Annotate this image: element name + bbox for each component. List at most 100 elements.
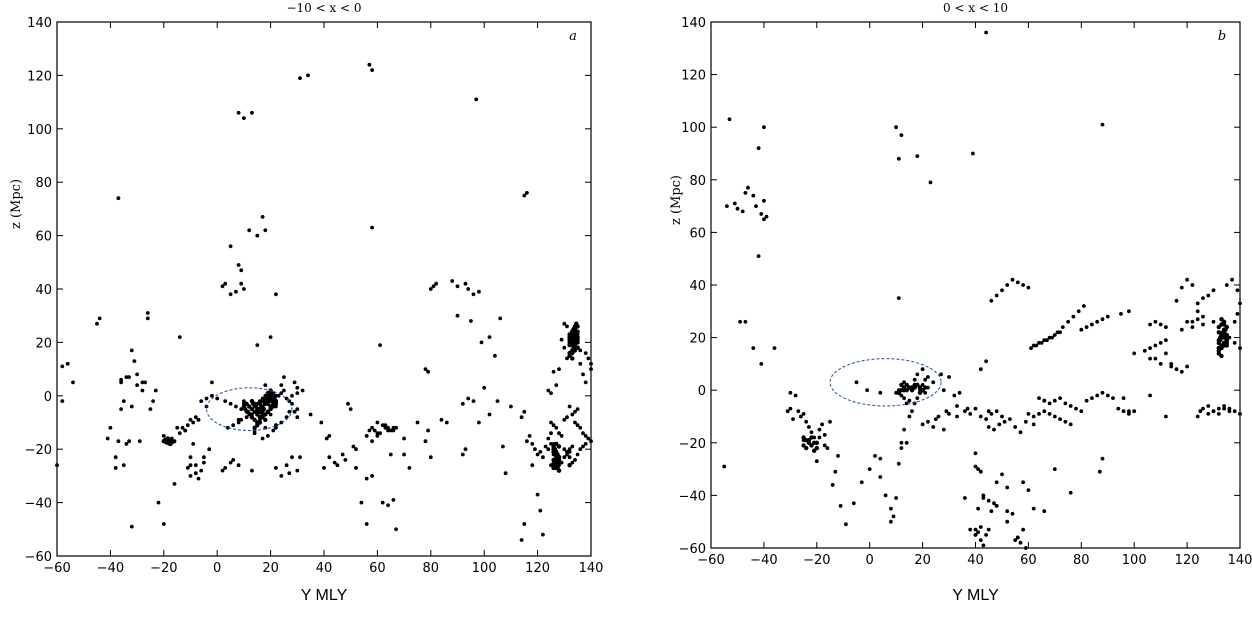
chart-1-data-point [463,281,468,286]
chart-1-data-point [460,452,465,457]
chart-2-data-point [1127,412,1131,416]
chart-2-data-point [997,422,1002,427]
chart-2-data-point [746,185,750,190]
chart-2-data-point [1164,338,1168,343]
chart-2-data-point [889,519,893,524]
chart-1-data-point [589,439,593,444]
chart-1-data-point [402,436,406,441]
chart-2-data-point [1005,509,1010,514]
chart-2-title: 0 < x < 10 [943,1,1008,15]
chart-1-data-point [188,455,193,460]
chart-2-data-point [936,414,941,419]
chart-1-data-point [503,471,508,476]
chart-1-ytick-label: 80 [35,176,52,191]
chart-2-data-point [873,454,877,458]
chart-2-data-point [820,422,824,427]
chart-1-ytick-label: −40 [25,497,52,512]
chart-1-data-point [378,343,382,347]
chart-1-data-point [116,196,121,201]
chart-1-ytick-label: −20 [25,443,52,458]
chart-1-data-point [231,423,236,428]
chart-1-data-point [279,474,284,478]
chart-1-data-point [570,350,575,356]
chart-1-data-point [324,436,329,441]
chart-1-plot-frame [56,21,592,557]
chart-2-data-point [1216,406,1221,411]
chart-2-data-point [1132,351,1137,356]
chart-2-data-point [994,480,999,485]
chart-1-data-point [434,281,438,286]
chart-1-data-point [583,380,588,385]
chart-1-data-point [562,321,567,326]
chart-2-data-point [1005,283,1010,287]
chart-1-data-point [522,522,527,526]
chart-2-data-point [1031,422,1036,427]
chart-1-data-point [428,455,433,460]
chart-2-data-point [1105,314,1110,319]
chart-1-data-point [231,458,236,462]
chart-1-data-point [161,434,166,438]
chart-2-data-point [814,459,819,464]
chart-1-data-point [578,348,583,353]
chart-1-data-point [188,474,193,478]
chart-1-data-point [546,436,551,441]
chart-2-data-point [1063,401,1068,406]
chart-1-data-point [551,423,556,428]
chart-1-data-point [298,455,302,460]
chart-2-data-point [1031,506,1036,511]
chart-2-xtick-label: −20 [803,553,830,568]
chart-1-data-point [466,396,471,401]
chart-1-data-point [244,415,249,420]
chart-2-data-point [836,454,840,458]
chart-2-data-point [1185,364,1189,369]
chart-1-data-point [495,399,500,403]
chart-2-data-point [1005,519,1010,524]
chart-2-data-point [1219,353,1224,359]
chart-1-data-point [127,375,131,379]
chart-2-data-point [1238,412,1242,416]
chart-1-data-point [575,452,580,457]
chart-1-data-point [266,434,270,438]
chart-1-data-point [236,263,241,267]
chart-1-data-point [501,444,505,449]
chart-2-data-point [976,506,980,511]
chart-2-data-point [1050,335,1055,340]
chart-1-data-point [135,372,140,377]
chart-2-data-point [1179,369,1184,374]
chart-2-data-point [989,412,994,416]
chart-1-data-point [575,407,580,411]
chart-2-xtick-label: 80 [1073,553,1090,568]
chart-2-ytick-label: −60 [679,542,706,557]
chart-1-data-point [562,455,567,460]
chart-1-data-point [290,393,294,398]
chart-1-data-point [236,463,241,468]
chart-2-data-point [822,433,827,437]
chart-2-data-point [1060,325,1065,329]
chart-1-data-point [565,356,569,361]
chart-2-data-point [899,440,904,445]
chart-1-data-point [210,393,214,398]
chart-1-data-point [525,191,529,195]
chart-2-data-point [1026,285,1031,290]
chart-1-data-point [220,284,225,289]
chart-2-data-point [923,377,928,382]
chart-1-data-point [554,383,559,387]
chart-2-data-point [740,209,745,214]
chart-1-xtick-label: −60 [43,561,70,576]
chart-2-data-point [838,504,843,508]
chart-1-data-point [250,468,254,473]
chart-2-data-point [1105,393,1110,398]
chart-2-data-point [759,212,764,216]
chart-2-data-point [1052,333,1057,337]
chart-1-data-point [525,439,529,444]
chart-1-data-point [477,289,481,294]
chart-2-data-point [844,522,848,527]
chart-1-data-point [426,428,430,433]
chart-2-data-point [1235,288,1240,293]
chart-2-data-point [1015,280,1020,285]
chart-2-data-point [865,388,869,393]
chart-2-data-point [944,409,949,414]
chart-1-xtick-label: −20 [150,561,177,576]
chart-2-data-point [1195,317,1200,322]
chart-2-data-point [825,446,830,450]
